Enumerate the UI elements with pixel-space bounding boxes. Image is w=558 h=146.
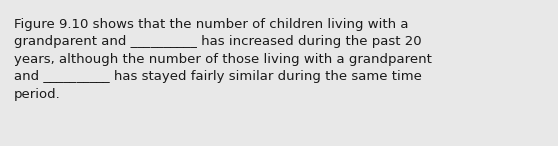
Text: Figure 9.10 shows that the number of children living with a
grandparent and ____: Figure 9.10 shows that the number of chi…: [14, 18, 432, 100]
